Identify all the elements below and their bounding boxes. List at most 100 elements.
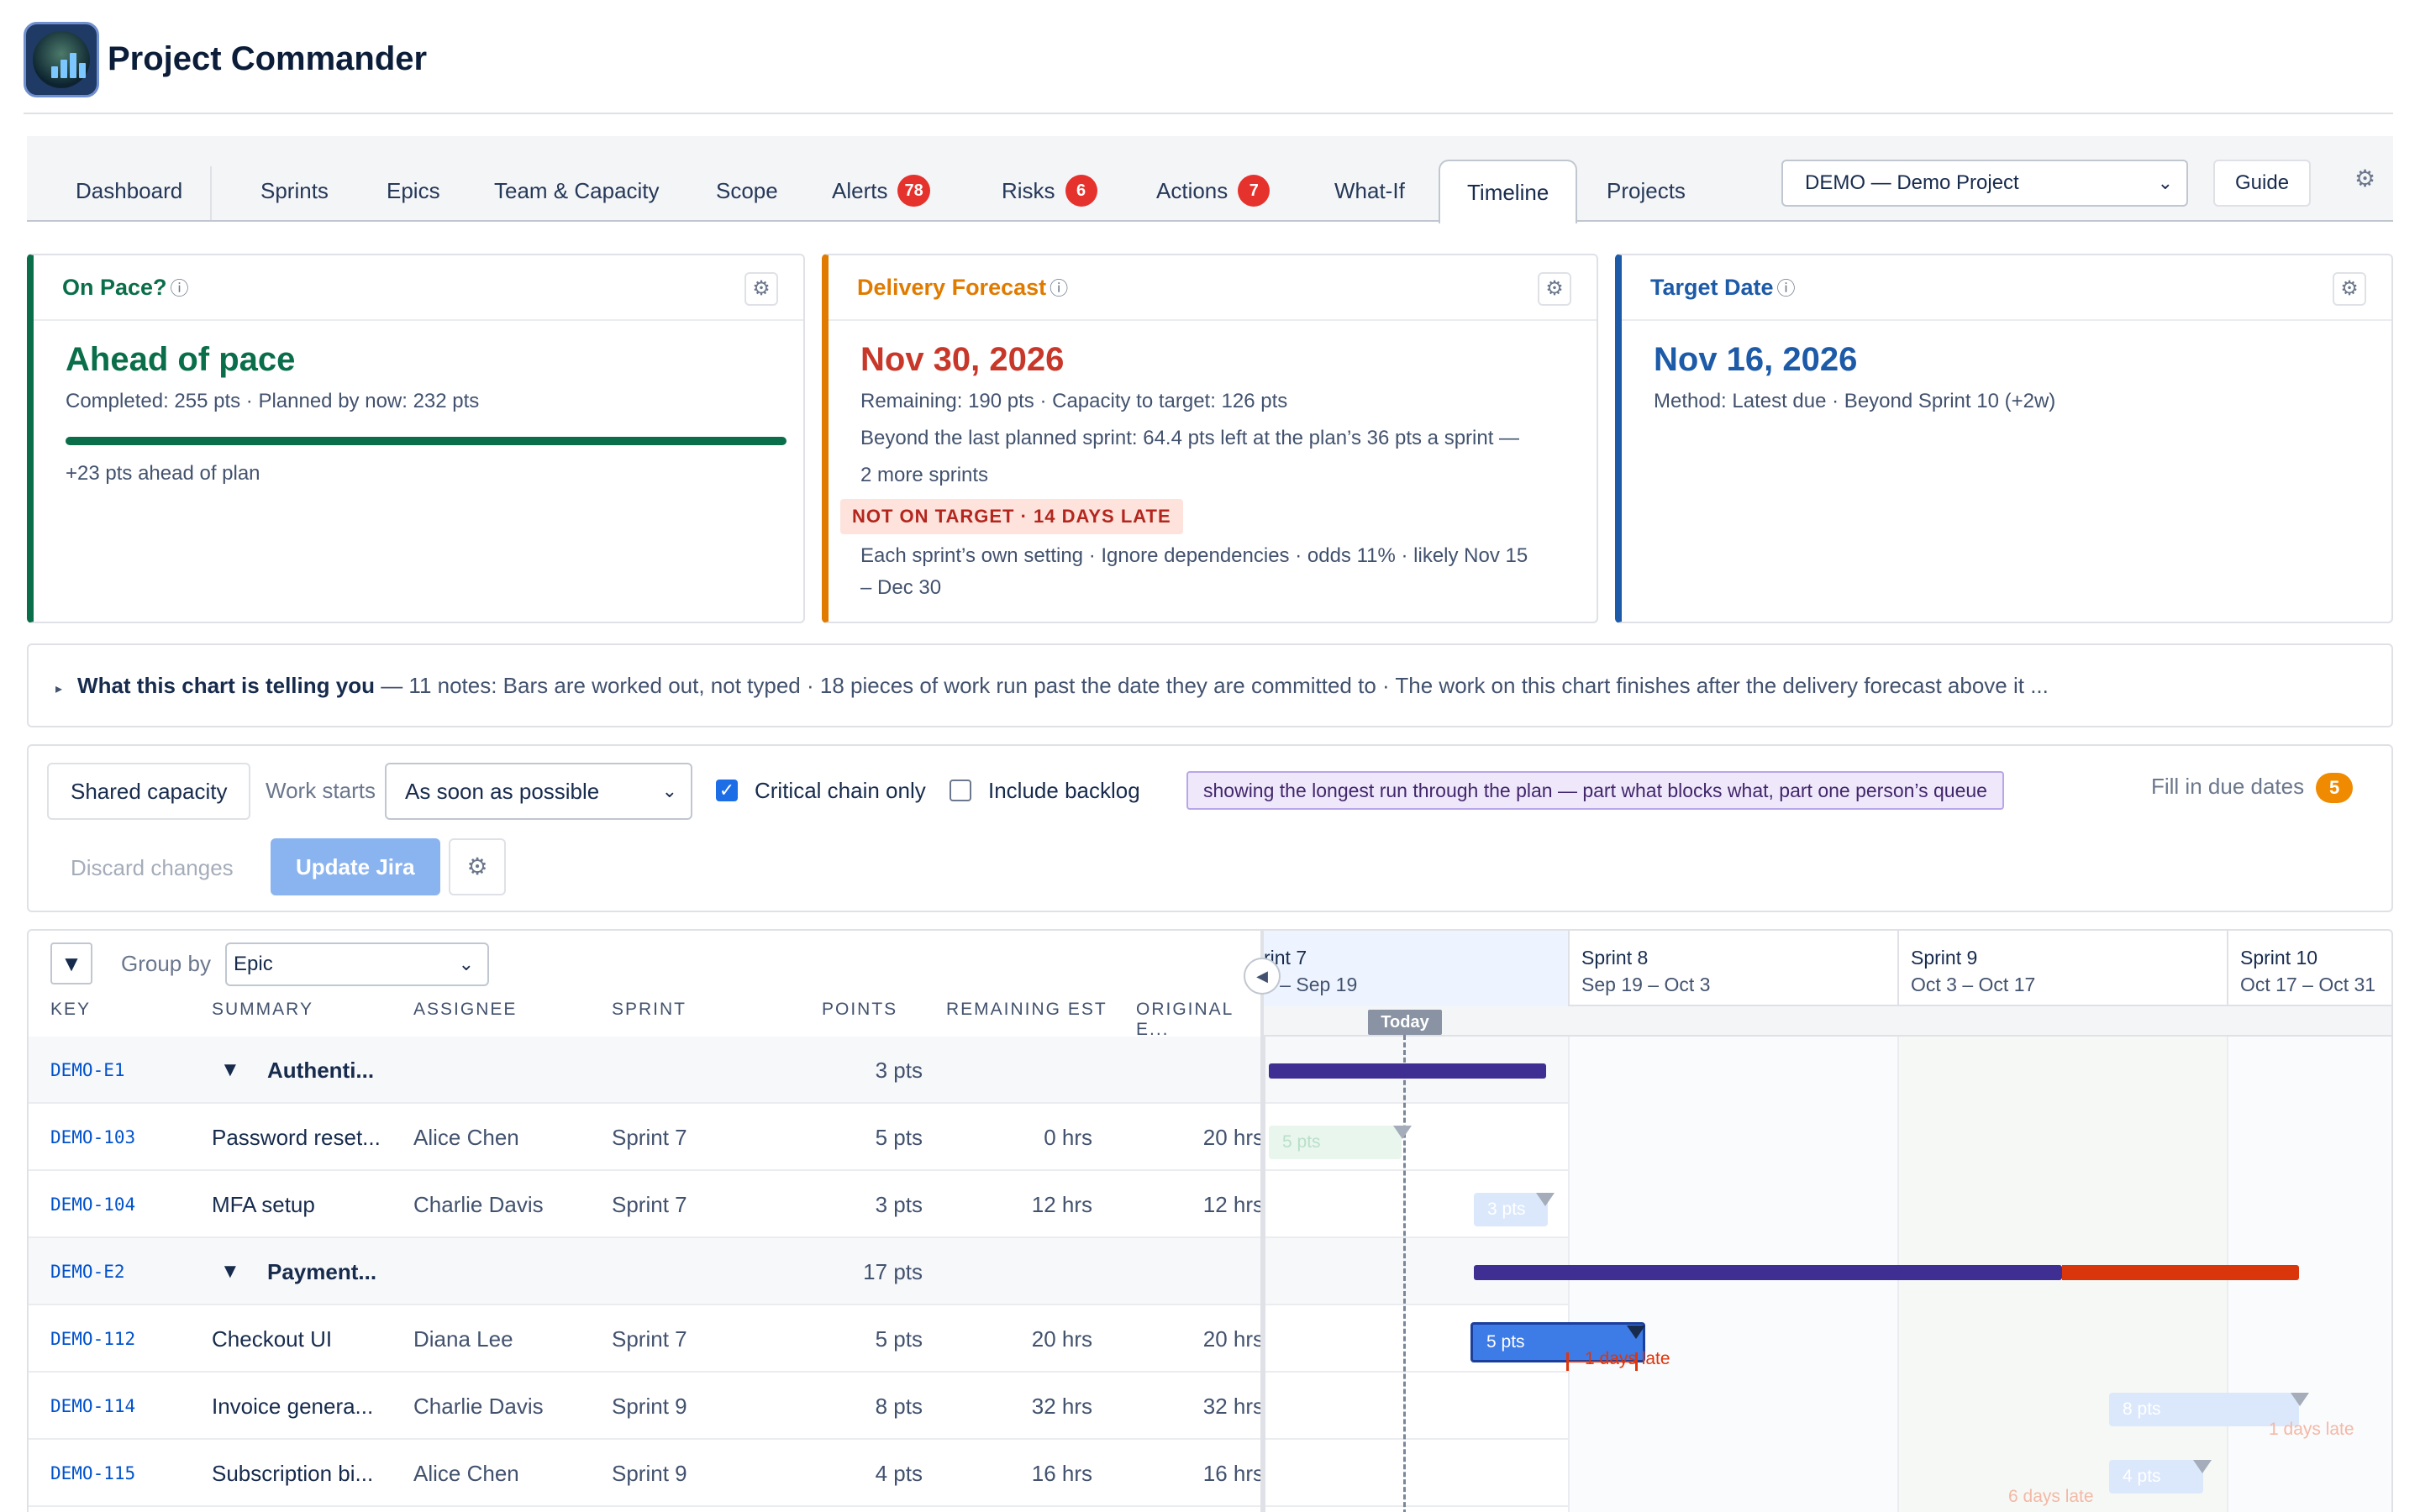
card-header: On Pace? ⓘ [34, 255, 803, 321]
task-112-bar[interactable]: 5 pts [1470, 1322, 1645, 1362]
issue-original-estimate: 16 hrs [1202, 1461, 1264, 1486]
collapse-all-toggle-icon[interactable]: ▼ [50, 942, 92, 984]
pace-status: Ahead of pace [66, 341, 296, 378]
issue-key-link[interactable]: DEMO-104 [50, 1194, 136, 1215]
discard-changes-button[interactable]: Discard changes [71, 855, 234, 880]
card-settings-gear-icon[interactable]: ⚙ [2333, 272, 2366, 306]
pane-splitter[interactable] [1260, 931, 1265, 1512]
issue-points: 3 pts [875, 1058, 923, 1083]
settings-gear-icon[interactable]: ⚙ [2354, 165, 2376, 192]
col-header-sprint[interactable]: SPRINT [612, 1000, 687, 1019]
target-date: Nov 16, 2026 [1654, 341, 1858, 378]
include-backlog-label[interactable]: Include backlog [988, 778, 1140, 803]
table-row[interactable]: DEMO-114 Invoice genera... Charlie Davis Sp… [29, 1373, 2391, 1440]
sprint-name: rint 7 [1264, 947, 1307, 969]
card-title: Target Date [1650, 274, 1774, 300]
due-marker-icon [2193, 1460, 2212, 1473]
collapse-table-icon[interactable]: ◀ [1244, 958, 1281, 995]
tab-epics[interactable]: Epics [387, 160, 440, 222]
tab-dashboard[interactable]: Dashboard [76, 160, 182, 222]
table-row[interactable]: DEMO-112 Checkout UI Diana Lee Sprint 7 20 h… [29, 1305, 2391, 1373]
task-115-bar[interactable]: 4 pts [2109, 1460, 2203, 1494]
card-settings-gear-icon[interactable]: ⚙ [744, 272, 778, 306]
sprint-dates: Oct 17 – Oct 31 [2240, 974, 2376, 995]
tab-label: Team & Capacity [494, 178, 660, 203]
task-114-bar[interactable]: 8 pts [2109, 1393, 2299, 1426]
critical-chain-checkbox[interactable]: ✓ [716, 780, 738, 801]
col-header-remaining[interactable]: REMAINING EST [946, 1000, 1107, 1019]
tab-sprints[interactable]: Sprints [260, 160, 329, 222]
tab-team-capacity[interactable]: Team & Capacity [494, 160, 660, 222]
col-header-original[interactable]: ORIGINAL E... [1136, 1000, 1234, 1039]
expand-epic-icon[interactable]: ▼ [220, 1058, 240, 1081]
issue-sprint: Sprint 9 [612, 1394, 687, 1419]
col-header-assignee[interactable]: ASSIGNEE [413, 1000, 518, 1019]
chart-notes-disclosure[interactable]: ▸ What this chart is telling you — 11 not… [27, 643, 2393, 727]
sprint-name: Sprint 9 [1911, 947, 1978, 969]
info-icon[interactable]: ⓘ [1776, 278, 1796, 299]
info-icon[interactable]: ⓘ [170, 278, 189, 299]
issue-key-link[interactable]: DEMO-115 [50, 1463, 136, 1483]
group-by-label: Group by [121, 951, 211, 976]
project-select[interactable]: DEMO — Demo Project ⌄ [1781, 160, 2188, 207]
issue-key-link[interactable]: DEMO-E2 [50, 1262, 125, 1282]
due-marker-icon [1393, 1126, 1412, 1139]
col-header-points[interactable]: POINTS [822, 1000, 898, 1019]
timeline-grid: ▼ Group by Epic ⌄ KEY SUMMARY ASSIGNEE S… [27, 929, 2393, 1512]
update-jira-button[interactable]: Update Jira [271, 838, 440, 895]
tab-label: Actions [1156, 178, 1228, 203]
due-marker-icon [2291, 1393, 2309, 1406]
task-104-bar[interactable]: 3 pts [1474, 1193, 1548, 1226]
tab-what-if[interactable]: What-If [1334, 160, 1405, 222]
pace-progress-bar [66, 437, 786, 445]
work-starts-select[interactable]: As soon as possible ⌄ [385, 763, 692, 820]
include-backlog-checkbox[interactable] [950, 780, 971, 801]
tab-label: Alerts [832, 178, 888, 203]
table-row[interactable]: DEMO-103 Password reset... Alice Chen Sprin… [29, 1104, 2391, 1171]
issue-key-link[interactable]: DEMO-114 [50, 1396, 136, 1416]
tab-label: Timeline [1467, 180, 1549, 205]
fill-due-count-badge: 5 [2316, 773, 2354, 803]
issue-points: 8 pts [875, 1394, 923, 1419]
issue-points: 3 pts [875, 1192, 923, 1217]
card-settings-gear-icon[interactable]: ⚙ [1538, 272, 1571, 306]
critical-chain-label[interactable]: Critical chain only [755, 778, 926, 803]
issue-summary: Invoice genera... [212, 1394, 374, 1419]
tab-scope[interactable]: Scope [716, 160, 778, 222]
alerts-count-badge: 78 [897, 175, 930, 207]
table-row[interactable]: DEMO-104 MFA setup Charlie Davis Sprint 7 12… [29, 1171, 2391, 1238]
fill-due-dates-link[interactable]: Fill in due dates 5 [2151, 773, 2354, 803]
issue-key-link[interactable]: DEMO-103 [50, 1127, 136, 1147]
table-row[interactable]: DEMO-115 Subscription bi... Alice Chen Spri… [29, 1440, 2391, 1507]
card-title: On Pace? [62, 274, 167, 300]
not-on-target-badge: NOT ON TARGET · 14 DAYS LATE [840, 499, 1183, 534]
notes-summary: — 11 notes: Bars are worked out, not typ… [381, 673, 2049, 698]
issue-assignee: Alice Chen [413, 1125, 519, 1150]
tab-projects[interactable]: Projects [1607, 160, 1686, 222]
pace-summary: Completed: 255 pts · Planned by now: 232… [66, 390, 480, 412]
task-103-bar[interactable]: 5 pts [1269, 1126, 1402, 1159]
issue-remaining-estimate: 32 hrs [1031, 1394, 1092, 1419]
issue-remaining-estimate: 12 hrs [1031, 1192, 1092, 1217]
issue-key-link[interactable]: DEMO-E1 [50, 1060, 125, 1080]
group-by-select[interactable]: Epic ⌄ [225, 942, 489, 986]
epic-e2-late-segment[interactable] [2062, 1265, 2299, 1280]
epic-e2-bar[interactable] [1474, 1265, 2062, 1280]
controls-settings-gear-icon[interactable]: ⚙ [449, 838, 506, 895]
col-header-key[interactable]: KEY [50, 1000, 92, 1019]
expand-epic-icon[interactable]: ▼ [220, 1260, 240, 1283]
tab-risks[interactable]: Risks 6 [1002, 160, 1097, 222]
guide-button[interactable]: Guide [2213, 160, 2312, 207]
col-header-summary[interactable]: SUMMARY [212, 1000, 313, 1019]
issue-key-link[interactable]: DEMO-112 [50, 1329, 136, 1349]
tab-alerts[interactable]: Alerts 78 [832, 160, 930, 222]
issue-original-estimate: 12 hrs [1202, 1192, 1264, 1217]
tab-actions[interactable]: Actions 7 [1156, 160, 1270, 222]
epic-e1-bar[interactable] [1269, 1063, 1546, 1079]
tab-timeline[interactable]: Timeline [1439, 160, 1578, 223]
info-icon[interactable]: ⓘ [1050, 278, 1069, 299]
tab-label: Projects [1607, 178, 1686, 203]
shared-capacity-button[interactable]: Shared capacity [47, 763, 251, 820]
chevron-down-icon: ⌄ [661, 780, 677, 801]
group-by-value: Epic [234, 953, 273, 975]
